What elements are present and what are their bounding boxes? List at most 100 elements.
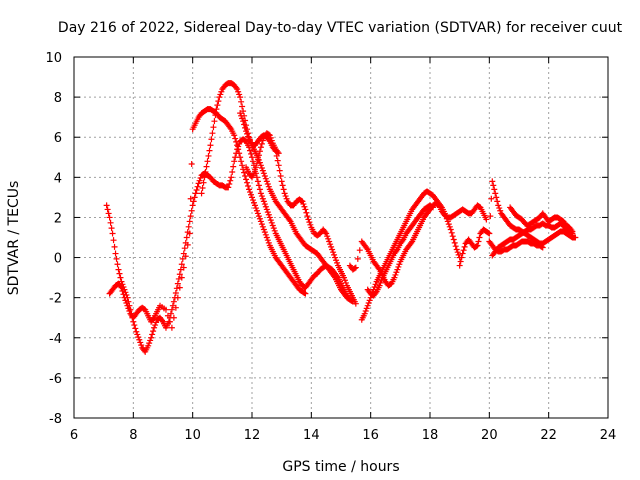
data-point: [197, 175, 204, 182]
y-tick-label: 6: [54, 131, 62, 146]
data-point: [341, 277, 348, 284]
data-point: [260, 170, 267, 177]
data-point: [235, 146, 242, 153]
data-point: [331, 251, 338, 258]
data-point: [244, 130, 251, 137]
data-point: [104, 206, 111, 213]
data-point: [260, 198, 267, 205]
data-point: [307, 221, 314, 228]
data-point: [150, 328, 157, 335]
data-point: [443, 215, 450, 222]
data-point: [375, 265, 382, 272]
data-point: [138, 342, 145, 349]
data-point: [441, 210, 448, 217]
data-point: [245, 183, 252, 190]
data-point: [394, 266, 401, 273]
data-point: [280, 186, 287, 193]
data-point: [201, 174, 208, 181]
data-point: [132, 325, 139, 332]
data-point: [271, 227, 278, 234]
data-point: [281, 190, 288, 197]
data-point: [334, 259, 341, 266]
data-point: [395, 263, 402, 270]
data-point: [239, 162, 246, 169]
data-point: [118, 284, 125, 291]
data-point: [488, 195, 495, 202]
data-point: [372, 281, 379, 288]
data-point: [275, 162, 282, 169]
data-point: [456, 262, 463, 269]
data-point: [372, 289, 379, 296]
data-point: [300, 201, 307, 208]
data-point: [408, 239, 415, 246]
data-point: [489, 178, 496, 185]
data-point: [239, 115, 246, 122]
data-point: [538, 243, 545, 250]
data-point: [352, 300, 359, 307]
data-point: [233, 84, 240, 91]
data-point: [236, 91, 243, 98]
data-point: [324, 233, 331, 240]
data-point: [116, 270, 123, 277]
data-point: [194, 183, 201, 190]
data-point: [282, 193, 289, 200]
data-point: [328, 243, 335, 250]
y-tick-label: 8: [54, 91, 62, 106]
data-point: [494, 198, 501, 205]
data-point: [304, 213, 311, 220]
data-point: [213, 106, 220, 113]
data-point: [452, 243, 459, 250]
data-point: [200, 179, 207, 186]
data-point: [122, 297, 129, 304]
data-point: [298, 197, 305, 204]
y-axis-label: SDTVAR / TECUs: [6, 181, 22, 296]
data-point: [429, 204, 436, 211]
data-point: [250, 199, 257, 206]
data-point: [492, 190, 499, 197]
data-point: [176, 284, 183, 291]
data-point: [445, 221, 452, 228]
data-point: [216, 94, 223, 101]
data-point: [230, 163, 237, 170]
data-point: [496, 205, 503, 212]
data-point: [267, 217, 274, 224]
data-point: [495, 202, 502, 209]
data-point: [251, 202, 258, 209]
x-tick-label: 16: [362, 428, 379, 443]
data-point: [366, 297, 373, 304]
data-point: [259, 223, 266, 230]
data-point: [149, 331, 156, 338]
data-point: [269, 222, 276, 229]
data-point: [185, 223, 192, 230]
data-point: [192, 190, 199, 197]
data-point: [460, 247, 467, 254]
data-point: [363, 245, 370, 252]
data-point: [497, 207, 504, 214]
data-point: [279, 182, 286, 189]
data-point: [254, 210, 261, 217]
x-axis-label: GPS time / hours: [282, 459, 399, 475]
data-point: [115, 266, 122, 273]
data-point: [242, 124, 249, 131]
data-point: [119, 287, 126, 294]
data-point: [259, 137, 266, 144]
data-point: [487, 213, 494, 220]
data-point: [264, 209, 271, 216]
data-point: [299, 198, 306, 205]
data-point: [190, 198, 197, 205]
data-point: [229, 168, 236, 175]
series-track-e: [243, 130, 282, 181]
data-point: [203, 163, 210, 170]
data-point: [247, 189, 254, 196]
data-point: [106, 214, 113, 221]
data-point: [237, 110, 244, 117]
data-point: [278, 178, 285, 185]
data-point: [485, 229, 492, 236]
y-tick-label: 4: [54, 171, 62, 186]
data-point: [437, 203, 444, 210]
data-point: [199, 185, 206, 192]
data-point: [256, 186, 263, 193]
data-point: [249, 194, 255, 201]
data-point: [168, 324, 175, 331]
